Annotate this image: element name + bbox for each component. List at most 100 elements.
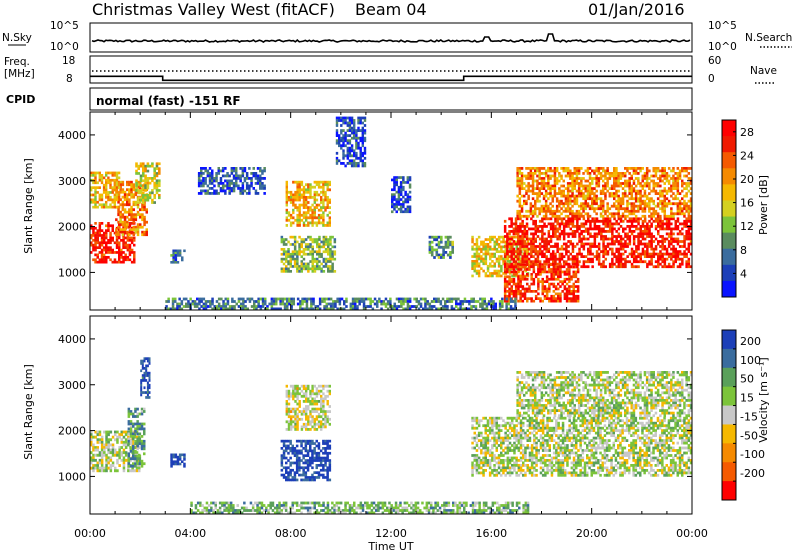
freq-tick-top: 18 — [62, 55, 75, 67]
data-cell — [323, 265, 326, 268]
data-cell — [598, 172, 601, 175]
data-cell — [130, 213, 133, 216]
data-cell — [583, 245, 586, 248]
data-cell — [655, 205, 658, 208]
data-cell — [580, 243, 583, 246]
data-cell — [589, 233, 592, 236]
data-cell — [347, 142, 349, 145]
data-cell — [556, 243, 559, 246]
data-cell — [290, 260, 293, 263]
data-cell — [500, 236, 503, 239]
data-cell — [545, 245, 548, 248]
data-cell — [385, 305, 388, 308]
data-cell — [369, 298, 372, 301]
data-cell — [620, 258, 623, 261]
data-cell — [648, 207, 651, 210]
data-cell — [112, 189, 114, 192]
data-cell — [158, 172, 161, 175]
data-cell — [119, 216, 122, 219]
data-cell — [589, 243, 592, 246]
data-cell — [137, 228, 140, 231]
data-cell — [287, 270, 290, 273]
data-cell — [248, 187, 251, 190]
nave-label: Nave — [750, 65, 777, 77]
data-cell — [263, 185, 266, 188]
data-cell — [637, 205, 640, 208]
data-cell — [341, 298, 344, 301]
data-cell — [233, 175, 236, 178]
data-cell — [391, 188, 394, 191]
data-cell — [644, 238, 647, 241]
data-cell — [185, 298, 188, 301]
data-cell — [109, 239, 112, 242]
data-cell — [153, 172, 156, 175]
data-cell — [250, 177, 253, 180]
data-cell — [120, 254, 123, 257]
data-cell — [517, 280, 520, 283]
data-cell — [436, 238, 439, 241]
data-cell — [383, 303, 386, 306]
data-cell — [314, 191, 316, 194]
data-cell — [622, 248, 625, 251]
data-cell — [107, 177, 109, 180]
data-cell — [334, 246, 337, 249]
data-cell — [347, 162, 349, 165]
data-cell — [575, 290, 578, 293]
data-cell — [519, 177, 522, 180]
data-cell — [633, 265, 636, 268]
data-cell — [622, 265, 625, 268]
data-cell — [303, 211, 305, 214]
data-cell — [329, 238, 332, 241]
data-cell — [396, 210, 399, 213]
data-cell — [484, 298, 487, 301]
data-cell — [504, 255, 507, 258]
data-cell — [629, 220, 632, 223]
data-cell — [605, 220, 608, 223]
data-cell — [404, 210, 407, 213]
data-cell — [554, 210, 557, 213]
data-cell — [543, 167, 546, 170]
data-cell — [591, 260, 594, 263]
data-cell — [510, 217, 513, 220]
data-cell — [653, 185, 656, 188]
data-cell — [587, 253, 590, 256]
data-cell — [661, 235, 664, 238]
data-cell — [112, 239, 115, 242]
data-cell — [296, 258, 299, 261]
data-cell — [532, 185, 535, 188]
data-cell — [474, 253, 477, 256]
data-cell — [137, 192, 140, 195]
data-cell — [99, 174, 101, 177]
data-cell — [568, 300, 571, 303]
data-cell — [307, 222, 309, 225]
data-cell — [209, 172, 212, 175]
data-cell — [433, 298, 436, 301]
data-cell — [442, 246, 445, 249]
data-cell — [200, 300, 203, 303]
data-cell — [523, 175, 526, 178]
data-cell — [615, 265, 618, 268]
data-cell — [666, 172, 669, 175]
data-cell — [600, 175, 603, 178]
data-cell — [312, 246, 315, 249]
data-cell — [624, 190, 627, 193]
data-cell — [545, 263, 548, 266]
data-cell — [587, 265, 590, 268]
data-cell — [557, 293, 560, 296]
data-cell — [674, 180, 677, 183]
data-cell — [248, 192, 251, 195]
data-cell — [594, 238, 597, 241]
data-cell — [688, 258, 691, 261]
data-cell — [519, 225, 522, 228]
data-cell — [222, 303, 225, 306]
data-cell — [334, 303, 337, 306]
data-cell — [246, 172, 249, 175]
data-cell — [611, 235, 614, 238]
data-cell — [107, 199, 109, 202]
data-cell — [613, 228, 616, 231]
nsearch-tick-top: 10^5 — [708, 20, 737, 32]
data-cell — [344, 139, 346, 142]
data-cell — [617, 207, 620, 210]
data-cell — [496, 258, 499, 261]
data-cell — [264, 298, 267, 301]
